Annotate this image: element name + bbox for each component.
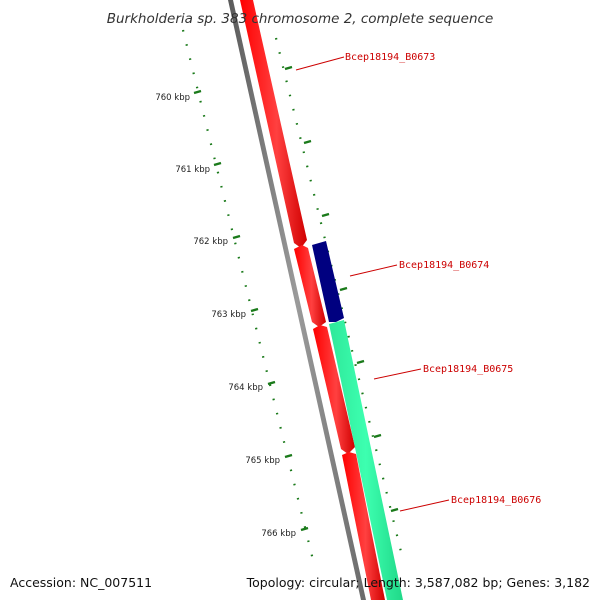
gene-label-b0675: Bcep18194_B0675 [423,364,513,375]
gene-arrow-b0676 [342,452,385,600]
tick-mark [390,507,399,513]
gene-arrow-middle-red [313,325,355,454]
tick-mark [339,286,348,292]
tick-label: 763 kbp [211,310,246,320]
tick-labels: 760 kbp 761 kbp 762 kbp 763 kbp 764 kbp … [155,93,296,539]
tick-mark [321,212,330,218]
tick-mark [356,359,365,365]
tick-mark [303,139,312,145]
leader-line [399,499,450,512]
leader-line [349,264,398,277]
tick-label: 764 kbp [228,383,263,393]
tick-mark [213,161,222,167]
tick-mark [284,453,293,459]
tick-label: 766 kbp [261,529,296,539]
tick-label: 761 kbp [175,165,210,175]
gene-labels: Bcep18194_B0673 Bcep18194_B0674 Bcep1819… [345,52,541,506]
tick-label: 760 kbp [155,93,190,103]
tick-label: 765 kbp [245,456,280,466]
map-title: Burkholderia sp. 383 chromosome 2, compl… [107,11,494,27]
tick-label: 762 kbp [193,237,228,247]
gene-arrow-b0673 [240,0,307,248]
accession-text: Accession: NC_007511 [10,575,152,590]
gene-label-b0674: Bcep18194_B0674 [399,260,489,271]
gene-arrow-b0674 [312,241,344,322]
outer-major-ticks [284,65,399,513]
tick-mark [193,89,202,95]
gene-label-b0676: Bcep18194_B0676 [451,495,541,506]
genome-summary-text: Topology: circular; Length: 3,587,082 bp… [246,575,590,590]
tick-mark [284,65,293,71]
tick-mark [250,307,259,313]
tick-mark [267,380,276,386]
major-ticks [193,89,309,532]
leader-line [373,368,422,380]
backbone-strand [228,0,366,600]
tick-mark [300,526,309,532]
gene-leaders [295,56,450,512]
leader-line [295,56,345,71]
gene-arrow-b0673-prev [294,245,326,327]
tick-mark [373,433,382,439]
gene-arrow-b0675 [329,320,403,600]
tick-mark [232,234,241,240]
gene-label-b0673: Bcep18194_B0673 [345,52,435,63]
